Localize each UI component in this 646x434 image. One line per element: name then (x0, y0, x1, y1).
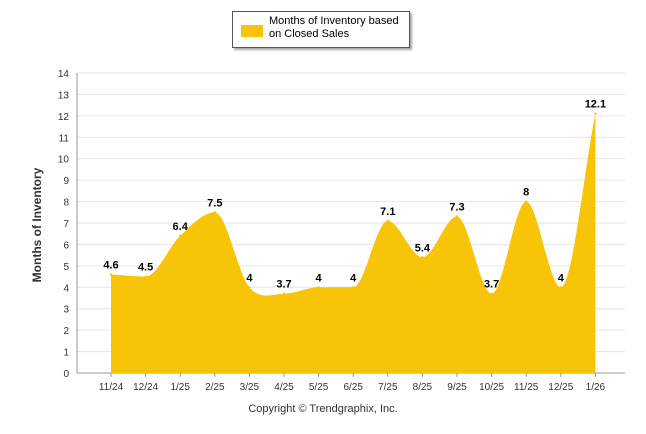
legend: Months of Inventory based on Closed Sale… (232, 11, 410, 48)
data-point (490, 292, 493, 295)
legend-label-line2: on Closed Sales (269, 28, 350, 40)
data-point (248, 286, 251, 289)
x-tick-label: 6/25 (343, 382, 363, 393)
y-tick-label: 2 (63, 326, 69, 337)
y-tick-label: 8 (63, 198, 69, 209)
legend-label: Months of Inventory based on Closed Sale… (269, 15, 409, 41)
y-tick-label: 10 (58, 155, 70, 166)
data-label: 12.1 (585, 99, 606, 111)
area-series (111, 113, 596, 373)
data-point (386, 219, 389, 223)
y-tick-label: 4 (63, 283, 69, 294)
x-tick-label: 8/25 (413, 382, 433, 393)
data-point (525, 200, 528, 203)
data-label: 4 (558, 272, 565, 284)
data-label: 4.6 (103, 259, 118, 271)
data-point (109, 273, 113, 276)
data-point (352, 286, 355, 289)
legend-swatch (241, 25, 263, 37)
data-label: 4 (316, 272, 323, 284)
y-tick-label: 0 (63, 369, 69, 380)
y-tick-label: 1 (63, 348, 69, 359)
data-label: 7.1 (380, 206, 395, 218)
y-axis-title: Months of Inventory (30, 167, 44, 283)
copyright-text: Copyright © Trendgraphix, Inc. (248, 403, 398, 415)
x-tick-label: 3/25 (240, 382, 260, 393)
data-label: 6.4 (173, 221, 189, 233)
x-tick-label: 4/25 (274, 382, 294, 393)
data-point (213, 211, 216, 214)
y-tick-label: 9 (63, 176, 69, 187)
data-point (144, 275, 147, 278)
data-label: 7.3 (449, 202, 464, 214)
x-tick-label: 11/25 (514, 382, 539, 393)
data-label: 5.4 (415, 242, 431, 254)
y-tick-label: 14 (58, 69, 70, 80)
x-tick-label: 7/25 (378, 382, 398, 393)
y-tick-label: 13 (58, 90, 70, 101)
data-point (317, 286, 320, 289)
data-label: 4 (246, 272, 253, 284)
legend-label-line1: Months of Inventory based (269, 15, 399, 27)
data-label: 3.7 (484, 279, 499, 291)
data-label: 3.7 (276, 279, 291, 291)
data-point (594, 112, 597, 115)
x-tick-label: 1/25 (170, 382, 190, 393)
data-point (559, 286, 562, 289)
x-tick-label: 9/25 (447, 382, 467, 393)
x-tick-label: 11/24 (99, 382, 124, 393)
data-point (455, 215, 459, 218)
x-tick-label: 12/24 (133, 382, 158, 393)
data-label: 7.5 (207, 197, 222, 209)
data-label: 4.5 (138, 262, 153, 274)
data-point (179, 234, 182, 238)
x-tick-label: 1/26 (586, 382, 606, 393)
data-label: 4 (350, 272, 357, 284)
data-label: 8 (523, 187, 529, 199)
y-tick-label: 3 (63, 305, 69, 316)
data-point (421, 256, 424, 259)
x-tick-label: 12/25 (548, 382, 573, 393)
x-tick-label: 5/25 (309, 382, 329, 393)
y-tick-label: 5 (63, 262, 69, 273)
y-tick-label: 11 (59, 133, 70, 144)
y-tick-label: 6 (63, 240, 69, 251)
x-tick-label: 2/25 (205, 382, 225, 393)
data-point (282, 292, 286, 295)
x-tick-label: 10/25 (479, 382, 504, 393)
y-tick-label: 7 (63, 219, 69, 230)
y-tick-label: 12 (58, 112, 70, 123)
